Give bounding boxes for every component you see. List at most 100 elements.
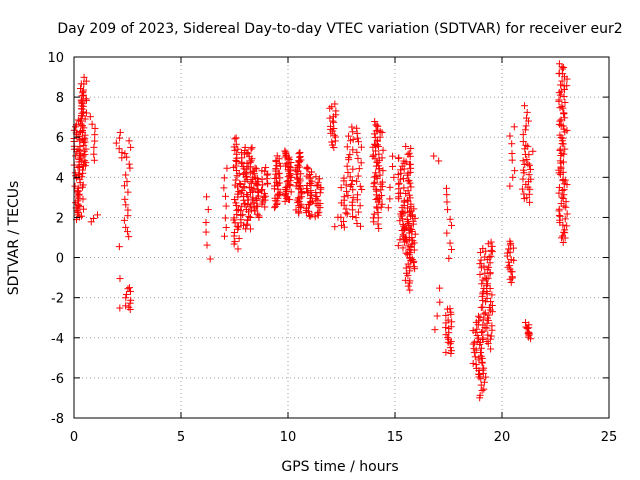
data-point <box>281 147 289 155</box>
data-point <box>340 193 348 201</box>
data-point <box>282 160 290 168</box>
data-point <box>401 233 409 241</box>
data-point <box>81 151 89 159</box>
data-point <box>431 326 439 334</box>
data-point <box>477 375 485 383</box>
data-point <box>389 163 397 171</box>
y-tick-label: -8 <box>51 412 64 427</box>
data-point <box>555 205 563 213</box>
data-point <box>349 146 357 154</box>
data-point <box>481 309 489 317</box>
y-tick-label: 6 <box>56 131 64 146</box>
data-point <box>353 219 361 227</box>
data-point <box>202 228 210 236</box>
data-point <box>510 123 518 131</box>
data-point <box>404 150 412 158</box>
data-point <box>408 234 416 242</box>
data-point <box>519 131 527 139</box>
data-point <box>557 134 565 142</box>
data-point <box>326 114 334 122</box>
data-point <box>401 209 409 217</box>
data-point <box>488 322 496 330</box>
data-point <box>478 280 486 288</box>
data-point <box>222 223 230 231</box>
data-point <box>222 202 230 210</box>
data-point <box>354 208 362 216</box>
data-point <box>480 378 488 386</box>
data-point <box>246 225 254 233</box>
data-point <box>376 171 384 179</box>
data-point <box>557 200 565 208</box>
data-point <box>476 314 484 322</box>
data-point <box>82 77 90 85</box>
data-point <box>443 198 451 206</box>
data-point <box>353 124 361 132</box>
data-point <box>397 175 405 183</box>
data-point <box>221 214 229 222</box>
data-point <box>435 157 443 165</box>
data-point <box>252 165 260 173</box>
data-point <box>223 164 231 172</box>
data-point <box>480 364 488 372</box>
data-point <box>558 103 566 111</box>
data-point <box>560 125 568 133</box>
data-point <box>220 184 228 192</box>
data-point <box>524 142 532 150</box>
data-point <box>488 308 496 316</box>
data-point <box>86 113 94 121</box>
data-point <box>125 137 133 145</box>
data-point <box>447 347 455 355</box>
data-point <box>488 302 496 310</box>
data-point <box>345 132 353 140</box>
data-point <box>88 120 96 128</box>
data-point <box>402 264 410 272</box>
data-point <box>90 150 98 158</box>
data-point <box>505 245 513 253</box>
data-point <box>563 210 571 218</box>
data-point <box>379 167 387 175</box>
plot-frame <box>73 56 610 419</box>
data-point <box>293 174 301 182</box>
data-point <box>348 198 356 206</box>
data-point <box>243 159 251 167</box>
data-point <box>232 176 240 184</box>
data-point <box>355 165 363 173</box>
data-point <box>343 187 351 195</box>
data-point <box>357 143 365 151</box>
data-point <box>407 225 415 233</box>
data-point <box>443 229 451 237</box>
data-point <box>232 134 240 142</box>
data-point <box>558 77 566 85</box>
data-point <box>559 158 567 166</box>
data-point <box>506 132 514 140</box>
data-point <box>247 145 255 153</box>
data-point <box>527 165 535 173</box>
data-point <box>472 361 480 369</box>
data-point <box>386 195 394 203</box>
x-tick-label: 10 <box>280 430 297 445</box>
data-point <box>75 191 83 199</box>
data-point <box>410 257 418 265</box>
data-point <box>476 391 484 399</box>
data-point <box>519 157 527 165</box>
data-point <box>522 114 530 122</box>
data-point <box>389 152 397 160</box>
data-point <box>560 150 568 158</box>
data-point <box>346 173 354 181</box>
data-point <box>433 312 441 320</box>
data-point <box>405 149 413 157</box>
data-point <box>370 210 378 218</box>
data-point <box>274 192 282 200</box>
y-tick-label: -2 <box>51 292 64 307</box>
data-point <box>127 296 135 304</box>
data-point <box>315 208 323 216</box>
data-point <box>79 102 87 110</box>
data-point <box>563 82 571 90</box>
data-point <box>561 98 569 106</box>
data-point <box>560 93 568 101</box>
data-point <box>404 260 412 268</box>
data-point <box>348 180 356 188</box>
data-point <box>82 109 90 117</box>
data-point <box>338 221 346 229</box>
y-tick-label: 0 <box>56 252 64 267</box>
